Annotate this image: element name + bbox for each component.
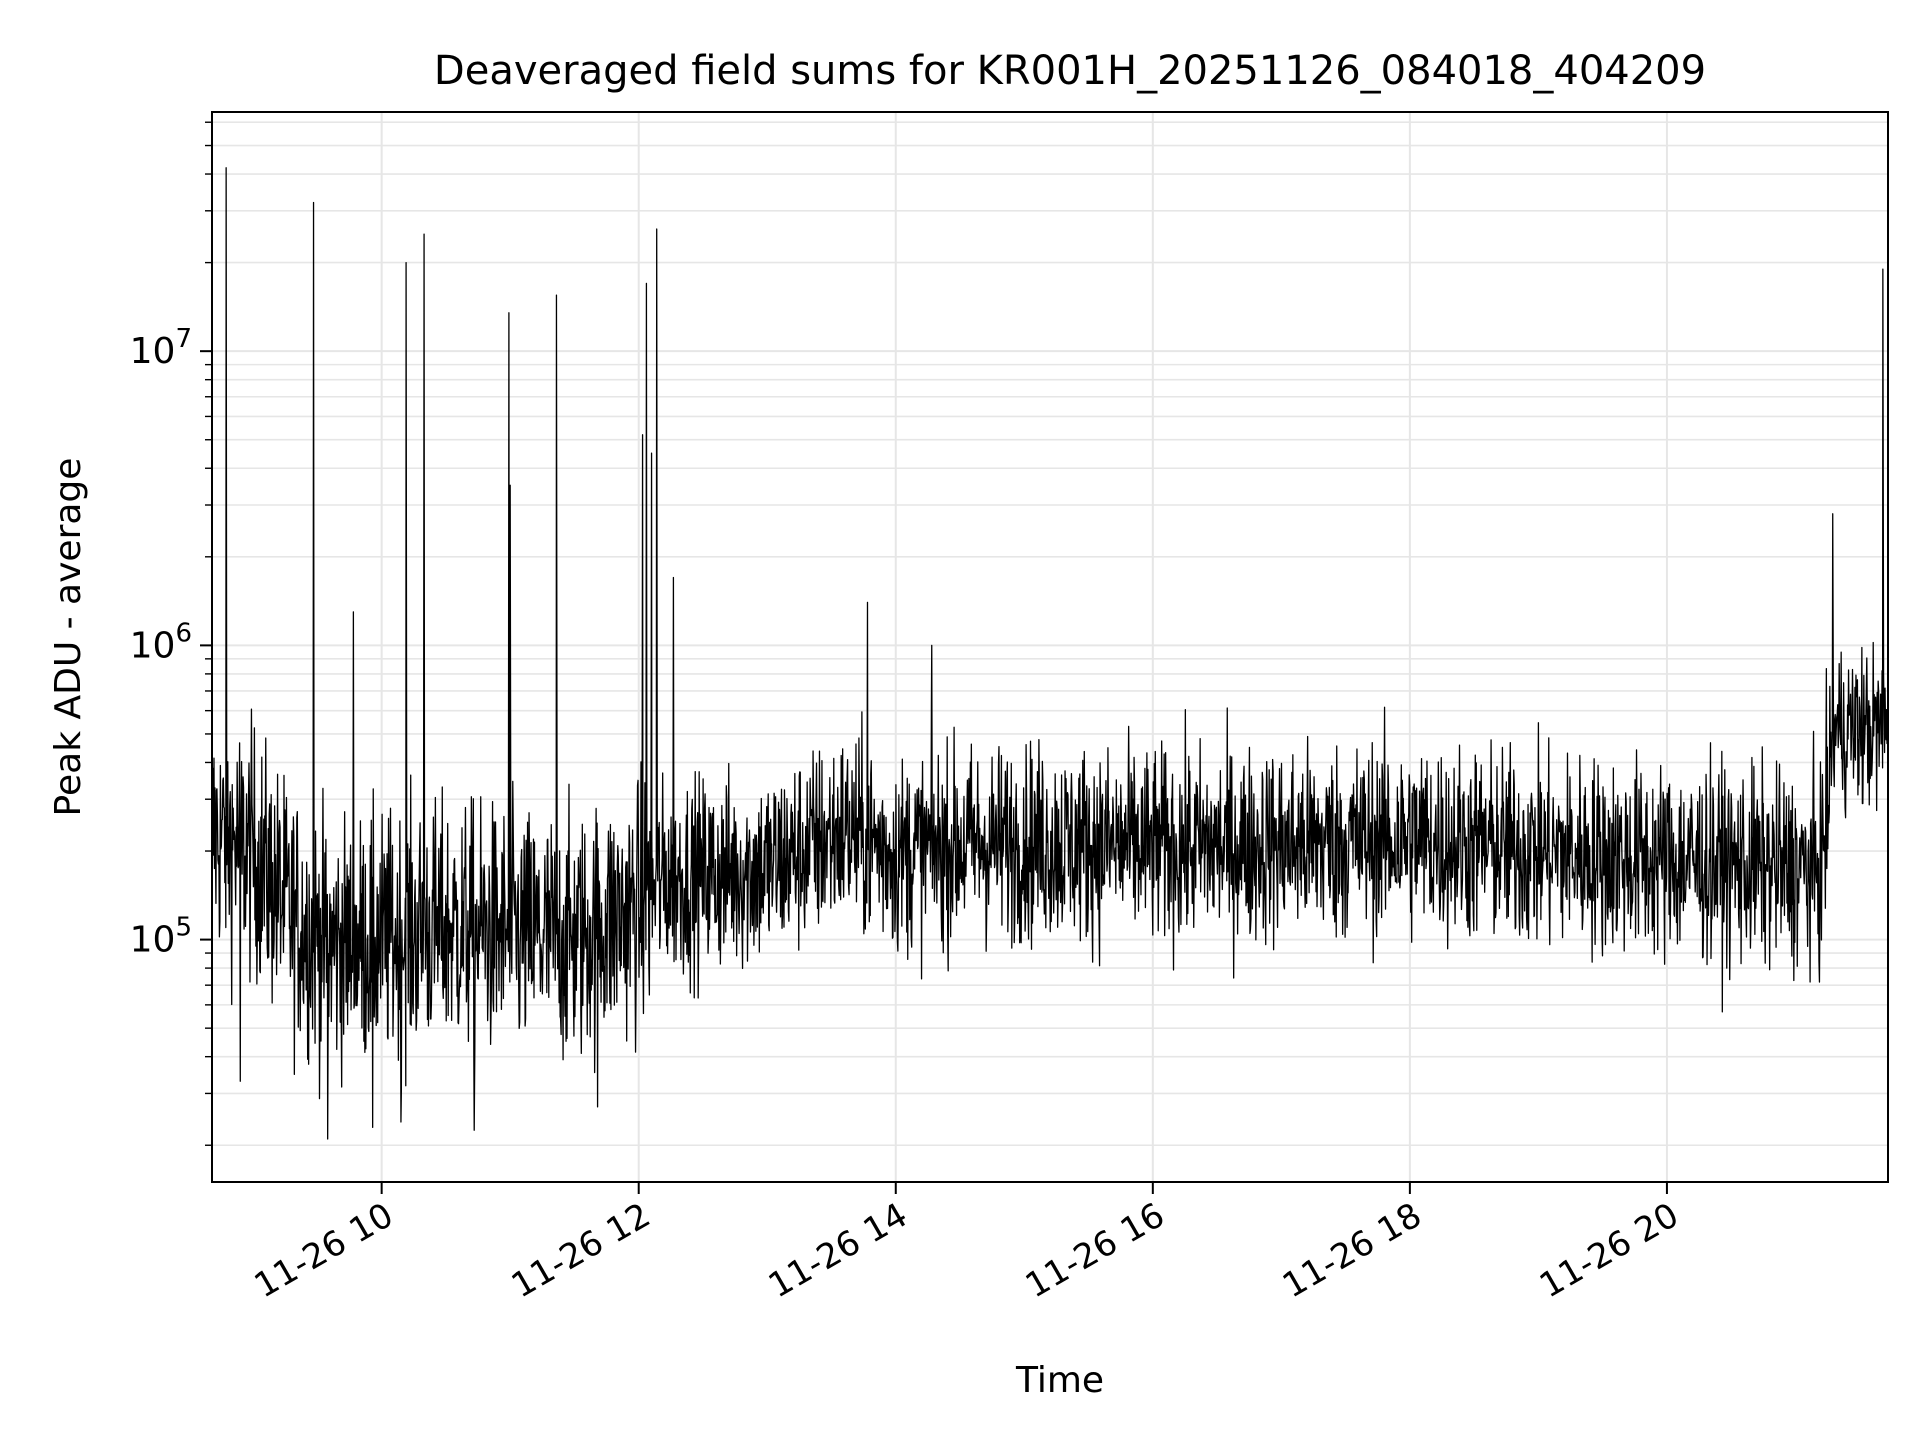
series-line: [211, 167, 1889, 1140]
x-tick-label: 11-26 12: [505, 1195, 657, 1306]
x-axis-label: Time: [1015, 1360, 1104, 1401]
x-tick-label: 11-26 18: [1276, 1195, 1428, 1306]
series-path: [211, 167, 1889, 1140]
grid: [212, 112, 1888, 1182]
x-tick-label: 11-26 10: [248, 1195, 400, 1306]
y-axis-label: Peak ADU - average: [48, 458, 89, 817]
y-tick-label: 106: [130, 618, 192, 666]
ticks: 11-26 10 11-26 12 11-26 14 11-26 16 11-26 18…: [130, 121, 1685, 1306]
x-tick-label: 11-26 20: [1533, 1195, 1685, 1306]
y-tick-label: 105: [130, 913, 192, 961]
x-tick-label: 11-26 16: [1019, 1195, 1171, 1306]
chart-title: Deaveraged field sums for KR001H_2025112…: [434, 48, 1706, 94]
y-tick-label: 107: [130, 324, 192, 372]
plot-frame: [211, 111, 1889, 1183]
x-tick-label: 11-26 14: [762, 1195, 914, 1306]
